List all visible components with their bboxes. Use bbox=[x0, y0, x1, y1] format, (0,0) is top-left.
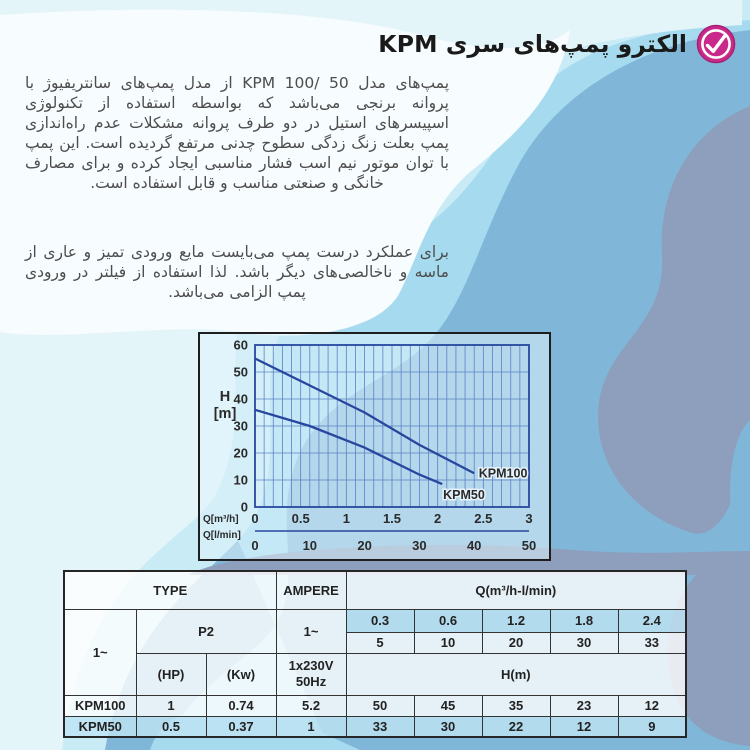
col-header-type: TYPE bbox=[63, 570, 277, 610]
svg-text:0: 0 bbox=[251, 538, 258, 553]
q-m3h-value: 0.3 bbox=[345, 608, 415, 633]
svg-text:30: 30 bbox=[412, 538, 426, 553]
svg-text:3: 3 bbox=[525, 511, 532, 526]
voltage-line2: 50Hz bbox=[295, 674, 327, 689]
page-title: الکترو پمپ‌های سری KPM bbox=[378, 30, 687, 58]
svg-text:40: 40 bbox=[467, 538, 481, 553]
svg-text:1: 1 bbox=[343, 511, 350, 526]
svg-text:[m]: [m] bbox=[214, 406, 237, 422]
header: الکترو پمپ‌های سری KPM bbox=[378, 24, 736, 64]
h-value: 9 bbox=[617, 715, 687, 738]
svg-text:0.5: 0.5 bbox=[292, 511, 310, 526]
table-row-kpm50: KPM50 0.5 0.37 1 33 30 22 12 9 bbox=[63, 715, 687, 738]
table-row-kpm100: KPM100 1 0.74 5.2 50 45 35 23 12 bbox=[63, 694, 687, 717]
svg-text:1.5: 1.5 bbox=[383, 511, 401, 526]
svg-text:20: 20 bbox=[357, 538, 371, 553]
svg-text:H: H bbox=[220, 389, 230, 405]
hp-header: (HP) bbox=[135, 652, 207, 696]
svg-text:60: 60 bbox=[234, 338, 248, 353]
q-lmin-value: 20 bbox=[481, 631, 551, 654]
model-name: KPM100 bbox=[63, 694, 137, 717]
h-value: 12 bbox=[617, 694, 687, 717]
kw-value: 0.37 bbox=[205, 715, 277, 738]
h-value: 23 bbox=[549, 694, 619, 717]
q-lmin-value: 30 bbox=[549, 631, 619, 654]
q-m3h-value: 1.8 bbox=[549, 608, 619, 633]
kw-value: 0.74 bbox=[205, 694, 277, 717]
svg-text:10: 10 bbox=[303, 538, 317, 553]
q-lmin-value: 33 bbox=[617, 631, 687, 654]
h-value: 12 bbox=[549, 715, 619, 738]
svg-text:KPM100: KPM100 bbox=[479, 466, 528, 480]
svg-text:10: 10 bbox=[234, 473, 248, 488]
col-header-q: Q(m³/h-l/min) bbox=[345, 570, 687, 610]
col-header-ampere: AMPERE bbox=[275, 570, 347, 610]
svg-text:0: 0 bbox=[251, 511, 258, 526]
kw-header: (Kw) bbox=[205, 652, 277, 696]
svg-text:50: 50 bbox=[234, 365, 248, 380]
h-value: 33 bbox=[345, 715, 415, 738]
svg-text:50: 50 bbox=[522, 538, 536, 553]
svg-text:30: 30 bbox=[234, 419, 248, 434]
svg-text:2.5: 2.5 bbox=[474, 511, 492, 526]
intro-paragraph-2: برای عملکرد درست پمپ می‌بایست مایع ورودی… bbox=[25, 243, 449, 301]
svg-text:Q[m³/h]: Q[m³/h] bbox=[203, 514, 239, 525]
pump-performance-chart: 0 10 20 30 40 50 60 0 0.5 1 1.5 2 2.5 3 0 10 20 30 40 50 H [m… bbox=[198, 332, 551, 561]
check-circle-icon bbox=[696, 24, 736, 64]
hp-value: 0.5 bbox=[135, 715, 207, 738]
ampere-phase-cell: 1~ bbox=[275, 608, 347, 654]
h-value: 50 bbox=[345, 694, 415, 717]
svg-text:2: 2 bbox=[434, 511, 441, 526]
voltage-cell: 1x230V 50Hz bbox=[275, 652, 347, 696]
model-name: KPM50 bbox=[63, 715, 137, 738]
q-lmin-value: 10 bbox=[413, 631, 483, 654]
svg-text:0: 0 bbox=[241, 500, 248, 515]
q-lmin-value: 5 bbox=[345, 631, 415, 654]
svg-text:20: 20 bbox=[234, 446, 248, 461]
h-value: 35 bbox=[481, 694, 551, 717]
amp-value: 1 bbox=[275, 715, 347, 738]
spec-table-wrapper: TYPE AMPERE Q(m³/h-l/min) 1~ P2 1~ 0.3 0… bbox=[63, 570, 688, 738]
intro-paragraph-1: پمپ‌های مدل KPM 100/ 50 از مدل پمپ‌های س… bbox=[25, 74, 450, 192]
q-m3h-value: 0.6 bbox=[413, 608, 483, 633]
h-value: 45 bbox=[413, 694, 483, 717]
voltage-line1: 1x230V bbox=[288, 658, 334, 674]
hp-value: 1 bbox=[135, 694, 207, 717]
phase-cell: 1~ bbox=[63, 608, 137, 696]
amp-value: 5.2 bbox=[275, 694, 347, 717]
spec-table: TYPE AMPERE Q(m³/h-l/min) 1~ P2 1~ 0.3 0… bbox=[63, 570, 688, 738]
svg-text:KPM50: KPM50 bbox=[443, 488, 485, 502]
h-value: 22 bbox=[481, 715, 551, 738]
svg-text:40: 40 bbox=[234, 392, 248, 407]
q-m3h-value: 2.4 bbox=[617, 608, 687, 633]
hm-header: H(m) bbox=[345, 652, 687, 696]
h-value: 30 bbox=[413, 715, 483, 738]
p2-cell: P2 bbox=[135, 608, 277, 654]
svg-text:Q[l/min]: Q[l/min] bbox=[203, 530, 241, 541]
q-m3h-value: 1.2 bbox=[481, 608, 551, 633]
